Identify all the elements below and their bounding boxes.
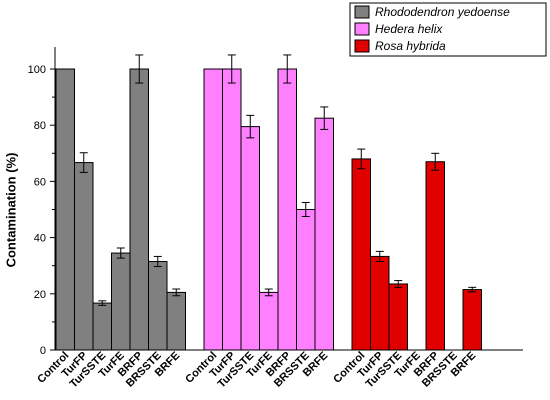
bar [370,255,390,351]
legend-swatch [354,22,370,36]
legend: Rhododendron yedoense Hedera helix Rosa hy… [349,2,547,57]
bar [425,161,445,351]
legend-label: Rosa hybrida [375,39,446,53]
legend-swatch [354,39,370,53]
y-ticks: 0 20 40 60 80 100 [28,64,55,357]
legend-label: Rhododendron yedoense [375,5,510,19]
bar [74,162,94,351]
bar [351,158,371,351]
bars-layer [55,54,482,351]
bar [129,68,149,351]
bar [296,209,316,351]
legend-box [349,2,547,57]
y-tick-label: 0 [40,345,46,357]
bar [259,291,279,351]
y-tick-label: 60 [34,176,46,188]
bar [240,126,260,351]
y-axis-title: Contamination (%) [3,153,18,268]
y-tick-label: 40 [34,233,46,245]
legend-swatch [354,5,370,19]
bar [388,283,408,351]
bar [203,68,223,351]
legend-label: Hedera helix [375,22,443,36]
y-tick-label: 80 [34,120,46,132]
bar [222,68,242,351]
y-tick-label: 100 [28,64,46,76]
bar [92,302,112,351]
bar [166,291,186,351]
y-tick-label: 20 [34,289,46,301]
bar [277,68,297,351]
bar [148,260,168,351]
bar [55,68,75,351]
bar [111,252,131,351]
bar [462,289,482,351]
bar [314,117,334,351]
